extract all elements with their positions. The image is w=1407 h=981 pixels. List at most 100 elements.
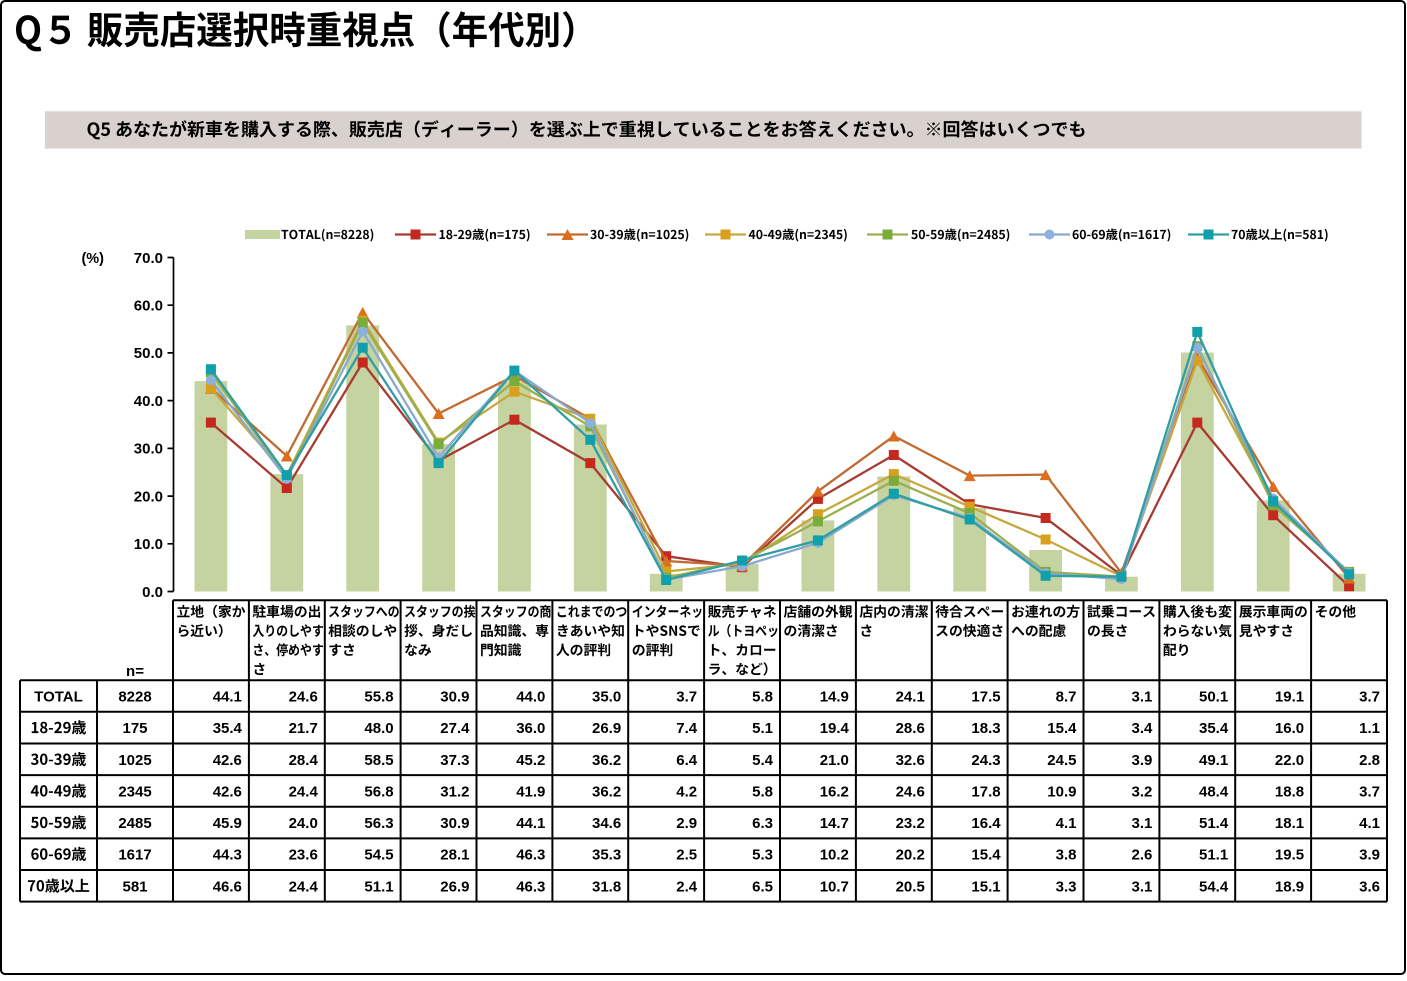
svg-text:3.9: 3.9 bbox=[1359, 847, 1380, 864]
svg-text:14.7: 14.7 bbox=[820, 815, 849, 832]
svg-text:44.3: 44.3 bbox=[213, 847, 242, 864]
svg-text:5.1: 5.1 bbox=[752, 720, 773, 737]
svg-text:48.0: 48.0 bbox=[364, 720, 393, 737]
svg-text:15.4: 15.4 bbox=[1047, 720, 1077, 737]
svg-text:17.5: 17.5 bbox=[971, 689, 1000, 706]
svg-text:26.9: 26.9 bbox=[440, 878, 469, 895]
svg-text:18.3: 18.3 bbox=[971, 720, 1000, 737]
svg-text:31.2: 31.2 bbox=[440, 783, 469, 800]
svg-text:34.6: 34.6 bbox=[592, 815, 621, 832]
svg-text:35.3: 35.3 bbox=[592, 847, 621, 864]
svg-text:41.9: 41.9 bbox=[516, 783, 545, 800]
svg-text:2345: 2345 bbox=[118, 783, 151, 800]
svg-text:6.3: 6.3 bbox=[752, 815, 773, 832]
svg-text:1617: 1617 bbox=[118, 847, 151, 864]
svg-text:10.0: 10.0 bbox=[134, 536, 163, 553]
svg-text:27.4: 27.4 bbox=[440, 720, 470, 737]
svg-text:48.4: 48.4 bbox=[1199, 783, 1229, 800]
svg-text:22.0: 22.0 bbox=[1275, 752, 1304, 769]
svg-text:42.6: 42.6 bbox=[213, 783, 242, 800]
svg-text:24.0: 24.0 bbox=[289, 815, 318, 832]
svg-text:5.8: 5.8 bbox=[752, 783, 773, 800]
svg-text:4.1: 4.1 bbox=[1056, 815, 1077, 832]
svg-text:8.7: 8.7 bbox=[1056, 689, 1077, 706]
svg-text:15.1: 15.1 bbox=[971, 878, 1000, 895]
svg-text:58.5: 58.5 bbox=[364, 752, 393, 769]
svg-text:15.4: 15.4 bbox=[971, 847, 1001, 864]
svg-text:5.8: 5.8 bbox=[752, 689, 773, 706]
svg-text:24.6: 24.6 bbox=[896, 783, 925, 800]
svg-text:2.4: 2.4 bbox=[676, 878, 698, 895]
svg-text:14.9: 14.9 bbox=[820, 689, 849, 706]
svg-text:19.1: 19.1 bbox=[1275, 689, 1304, 706]
svg-text:19.5: 19.5 bbox=[1275, 847, 1304, 864]
svg-text:3.7: 3.7 bbox=[1359, 783, 1380, 800]
svg-text:5.4: 5.4 bbox=[752, 752, 774, 769]
svg-text:50.1: 50.1 bbox=[1199, 689, 1228, 706]
svg-text:3.9: 3.9 bbox=[1132, 752, 1153, 769]
svg-text:18.1: 18.1 bbox=[1275, 815, 1304, 832]
svg-text:4.2: 4.2 bbox=[676, 783, 697, 800]
svg-text:28.4: 28.4 bbox=[289, 752, 319, 769]
svg-text:3.7: 3.7 bbox=[676, 689, 697, 706]
svg-text:20.0: 20.0 bbox=[134, 488, 163, 505]
svg-text:4.1: 4.1 bbox=[1359, 815, 1380, 832]
svg-text:10.2: 10.2 bbox=[820, 847, 849, 864]
svg-text:36.2: 36.2 bbox=[592, 783, 621, 800]
svg-text:45.9: 45.9 bbox=[213, 815, 242, 832]
svg-text:21.7: 21.7 bbox=[289, 720, 318, 737]
svg-text:46.6: 46.6 bbox=[213, 878, 242, 895]
svg-text:6.4: 6.4 bbox=[676, 752, 698, 769]
svg-text:46.3: 46.3 bbox=[516, 878, 545, 895]
svg-text:175: 175 bbox=[122, 720, 147, 737]
svg-text:18.9: 18.9 bbox=[1275, 878, 1304, 895]
svg-text:5.3: 5.3 bbox=[752, 847, 773, 864]
svg-text:3.1: 3.1 bbox=[1132, 689, 1153, 706]
svg-text:2.8: 2.8 bbox=[1359, 752, 1380, 769]
svg-text:TOTAL: TOTAL bbox=[34, 689, 83, 706]
svg-text:28.1: 28.1 bbox=[440, 847, 469, 864]
svg-text:70.0: 70.0 bbox=[134, 250, 163, 267]
svg-text:31.8: 31.8 bbox=[592, 878, 621, 895]
svg-text:0.0: 0.0 bbox=[142, 584, 163, 601]
svg-text:49.1: 49.1 bbox=[1199, 752, 1228, 769]
svg-text:60.0: 60.0 bbox=[134, 298, 163, 315]
svg-text:36.2: 36.2 bbox=[592, 752, 621, 769]
svg-text:8228: 8228 bbox=[118, 689, 151, 706]
svg-text:3.1: 3.1 bbox=[1132, 815, 1153, 832]
svg-text:16.2: 16.2 bbox=[820, 783, 849, 800]
svg-text:51.4: 51.4 bbox=[1199, 815, 1229, 832]
svg-text:3.7: 3.7 bbox=[1359, 689, 1380, 706]
svg-text:32.6: 32.6 bbox=[896, 752, 925, 769]
svg-text:44.1: 44.1 bbox=[516, 815, 545, 832]
svg-text:21.0: 21.0 bbox=[820, 752, 849, 769]
svg-text:3.6: 3.6 bbox=[1359, 878, 1380, 895]
svg-text:23.2: 23.2 bbox=[896, 815, 925, 832]
svg-text:26.9: 26.9 bbox=[592, 720, 621, 737]
svg-text:28.6: 28.6 bbox=[896, 720, 925, 737]
svg-text:30.9: 30.9 bbox=[440, 689, 469, 706]
svg-text:42.6: 42.6 bbox=[213, 752, 242, 769]
svg-text:24.5: 24.5 bbox=[1047, 752, 1076, 769]
svg-text:2485: 2485 bbox=[118, 815, 151, 832]
svg-text:1.1: 1.1 bbox=[1359, 720, 1380, 737]
svg-text:24.6: 24.6 bbox=[289, 689, 318, 706]
svg-text:56.3: 56.3 bbox=[364, 815, 393, 832]
svg-text:54.5: 54.5 bbox=[364, 847, 393, 864]
svg-text:2.5: 2.5 bbox=[676, 847, 697, 864]
svg-text:37.3: 37.3 bbox=[440, 752, 469, 769]
svg-text:2.6: 2.6 bbox=[1132, 847, 1153, 864]
svg-text:40.0: 40.0 bbox=[134, 393, 163, 410]
svg-text:6.5: 6.5 bbox=[752, 878, 773, 895]
svg-text:30.9: 30.9 bbox=[440, 815, 469, 832]
svg-text:46.3: 46.3 bbox=[516, 847, 545, 864]
svg-text:(%): (%) bbox=[81, 251, 104, 267]
svg-text:30.0: 30.0 bbox=[134, 441, 163, 458]
svg-text:3.2: 3.2 bbox=[1132, 783, 1153, 800]
svg-text:44.1: 44.1 bbox=[213, 689, 242, 706]
svg-text:45.2: 45.2 bbox=[516, 752, 545, 769]
svg-text:36.0: 36.0 bbox=[516, 720, 545, 737]
svg-text:1025: 1025 bbox=[118, 752, 151, 769]
svg-text:19.4: 19.4 bbox=[820, 720, 850, 737]
svg-text:24.4: 24.4 bbox=[289, 783, 319, 800]
